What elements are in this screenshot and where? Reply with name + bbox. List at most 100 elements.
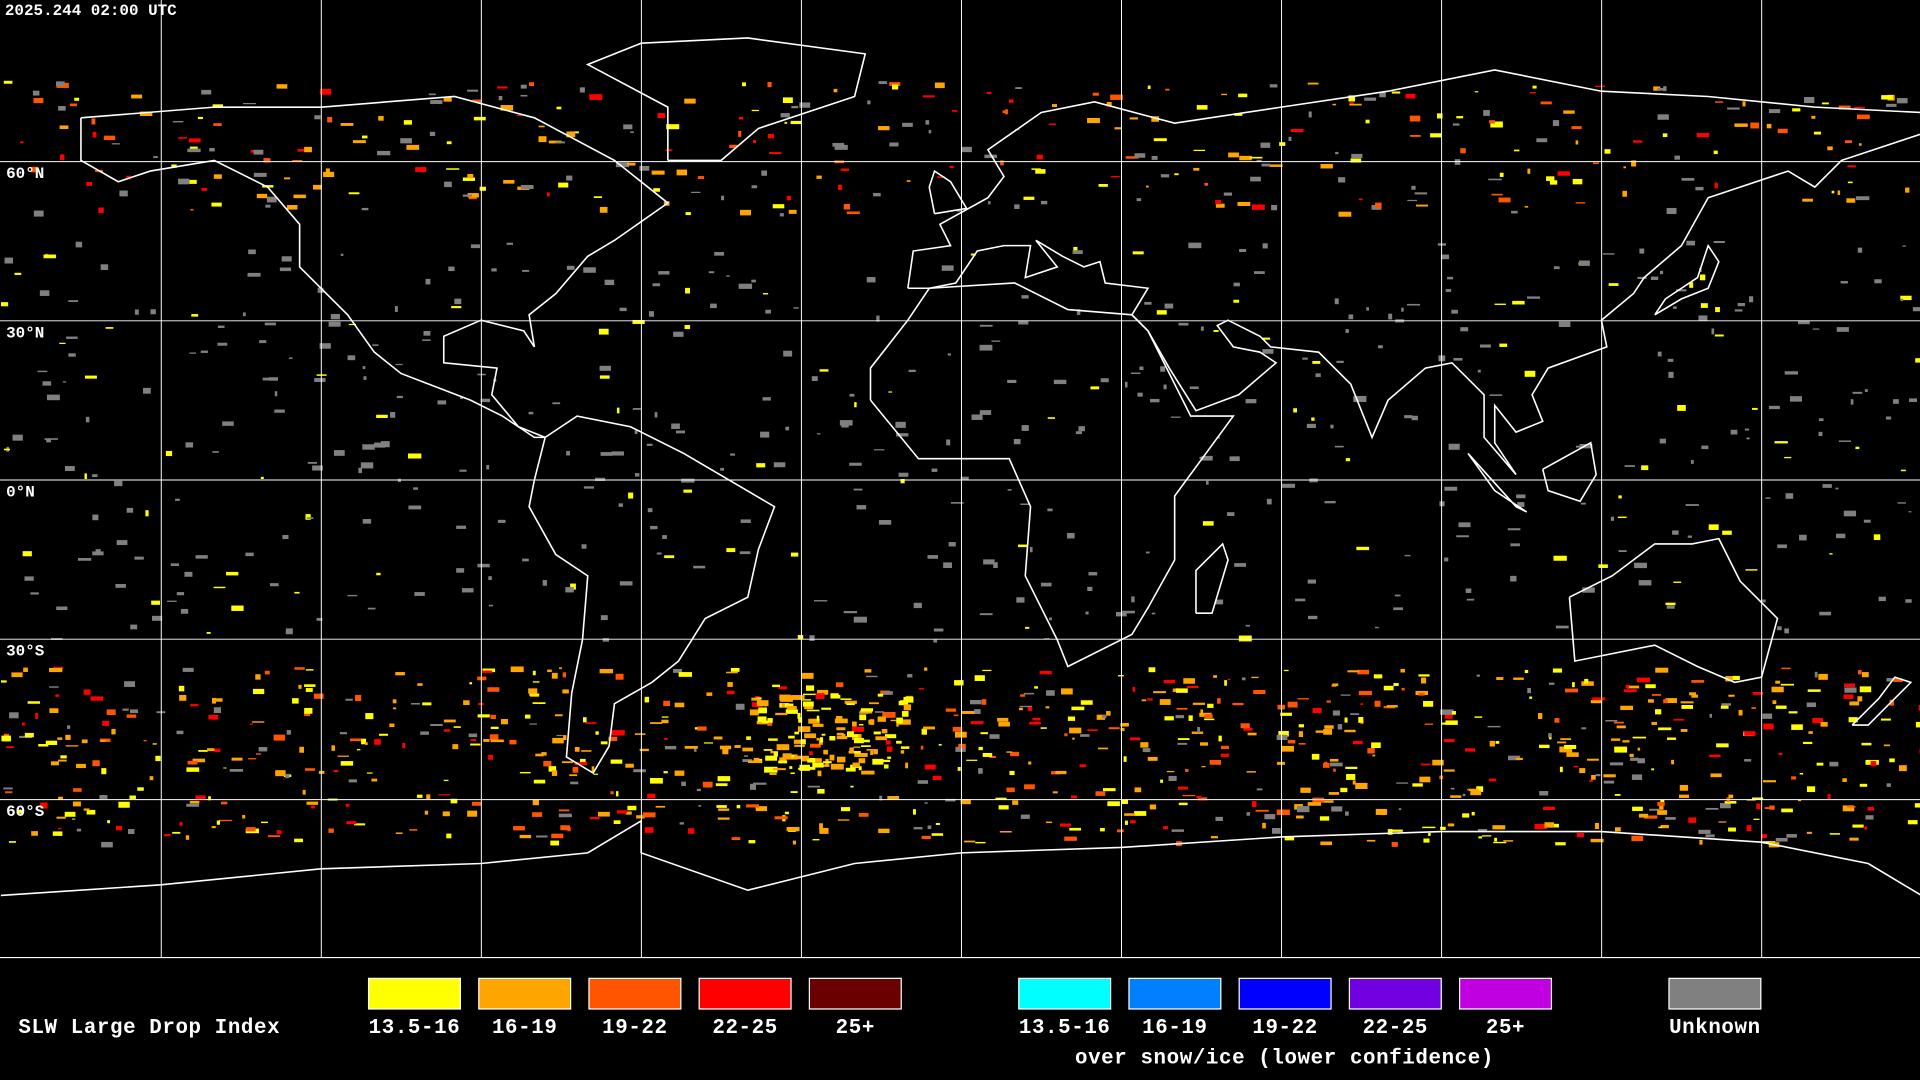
cloud-pixel bbox=[467, 89, 479, 92]
cloud-pixel bbox=[698, 804, 702, 807]
cloud-pixel bbox=[255, 674, 261, 680]
cloud-pixel bbox=[513, 826, 525, 831]
cloud-pixel bbox=[1563, 110, 1575, 114]
cloud-pixel bbox=[873, 449, 885, 451]
cloud-pixel bbox=[394, 306, 398, 312]
cloud-pixel bbox=[176, 592, 185, 596]
cloud-pixel bbox=[947, 353, 952, 356]
cloud-pixel bbox=[56, 606, 68, 611]
cloud-pixel bbox=[790, 120, 802, 125]
cloud-pixel bbox=[817, 689, 829, 695]
cloud-pixel bbox=[201, 89, 212, 95]
cloud-pixel bbox=[323, 171, 335, 178]
cloud-pixel bbox=[1220, 753, 1230, 757]
cloud-pixel bbox=[1672, 530, 1679, 535]
cloud-pixel bbox=[924, 802, 928, 804]
cloud-pixel bbox=[746, 736, 751, 740]
cloud-pixel bbox=[1534, 823, 1548, 830]
cloud-pixel bbox=[840, 807, 851, 812]
cloud-pixel bbox=[1555, 842, 1566, 846]
cloud-pixel bbox=[628, 492, 634, 499]
cloud-pixel bbox=[1566, 752, 1579, 757]
cloud-pixel bbox=[1858, 143, 1862, 146]
cloud-pixel bbox=[477, 714, 490, 718]
cloud-pixel bbox=[1272, 828, 1281, 834]
cloud-pixel bbox=[1564, 744, 1577, 749]
cloud-pixel bbox=[1705, 807, 1719, 810]
cloud-pixel bbox=[90, 696, 104, 701]
cloud-pixel bbox=[429, 131, 436, 136]
legend-label: 25+ bbox=[836, 1017, 875, 1040]
cloud-pixel bbox=[921, 835, 931, 840]
cloud-pixel bbox=[1007, 489, 1012, 491]
cloud-pixel bbox=[1575, 202, 1586, 204]
cloud-pixel bbox=[979, 410, 992, 415]
cloud-pixel bbox=[1440, 709, 1454, 715]
cloud-pixel bbox=[1559, 766, 1563, 773]
cloud-pixel bbox=[710, 303, 717, 309]
cloud-pixel bbox=[599, 365, 611, 371]
cloud-pixel bbox=[1665, 817, 1676, 820]
cloud-pixel bbox=[1444, 557, 1449, 562]
cloud-pixel bbox=[1315, 373, 1321, 378]
cloud-pixel bbox=[782, 97, 793, 104]
cloud-pixel bbox=[785, 426, 790, 431]
cloud-pixel bbox=[1580, 502, 1586, 505]
cloud-pixel bbox=[1558, 321, 1571, 328]
cloud-pixel bbox=[1581, 727, 1587, 730]
cloud-pixel bbox=[608, 736, 618, 742]
cloud-pixel bbox=[903, 696, 914, 703]
cloud-pixel bbox=[1730, 429, 1738, 435]
cloud-pixel bbox=[841, 424, 849, 428]
cloud-pixel bbox=[222, 421, 234, 426]
cloud-pixel bbox=[86, 182, 93, 186]
cloud-pixel bbox=[673, 331, 684, 337]
cloud-pixel bbox=[846, 731, 854, 738]
cloud-pixel bbox=[978, 768, 983, 774]
cloud-pixel bbox=[488, 576, 492, 581]
cloud-pixel bbox=[852, 762, 860, 768]
cloud-pixel bbox=[1241, 677, 1246, 681]
cloud-pixel bbox=[954, 680, 964, 686]
cloud-pixel bbox=[400, 138, 412, 144]
cloud-pixel bbox=[1326, 700, 1331, 703]
legend-swatch bbox=[1348, 977, 1442, 1010]
cloud-pixel bbox=[1858, 670, 1862, 675]
cloud-pixel bbox=[1900, 298, 1904, 302]
cloud-pixel bbox=[1379, 92, 1386, 98]
cloud-pixel bbox=[11, 672, 23, 678]
cloud-pixel bbox=[961, 146, 972, 153]
cloud-pixel bbox=[1141, 699, 1147, 702]
cloud-pixel bbox=[328, 321, 341, 327]
cloud-pixel bbox=[1012, 800, 1019, 805]
cloud-pixel bbox=[1021, 425, 1029, 431]
cloud-pixel bbox=[366, 772, 373, 774]
cloud-pixel bbox=[84, 473, 87, 480]
cloud-pixel bbox=[45, 740, 58, 745]
cloud-pixel bbox=[1357, 669, 1370, 675]
cloud-pixel bbox=[533, 779, 546, 784]
cloud-pixel bbox=[753, 139, 757, 143]
cloud-pixel bbox=[644, 827, 654, 833]
cloud-pixel bbox=[1700, 303, 1708, 308]
cloud-pixel bbox=[425, 278, 431, 285]
cloud-pixel bbox=[1811, 115, 1816, 119]
cloud-pixel bbox=[524, 714, 531, 719]
cloud-pixel bbox=[931, 833, 944, 836]
cloud-pixel bbox=[1638, 813, 1649, 818]
cloud-pixel bbox=[1806, 786, 1816, 793]
cloud-pixel bbox=[1632, 736, 1647, 739]
cloud-pixel bbox=[274, 409, 285, 413]
cloud-pixel bbox=[1333, 768, 1336, 772]
cloud-pixel bbox=[442, 811, 450, 817]
cloud-pixel bbox=[340, 761, 354, 766]
cloud-pixel bbox=[312, 465, 323, 471]
cloud-pixel bbox=[1752, 691, 1764, 695]
cloud-pixel bbox=[572, 766, 579, 773]
cloud-pixel bbox=[1867, 807, 1875, 811]
cloud-pixel bbox=[1687, 535, 1692, 538]
cloud-pixel bbox=[658, 271, 670, 275]
legend-label: 13.5-16 bbox=[369, 1017, 461, 1040]
cloud-pixel bbox=[64, 811, 76, 817]
cloud-pixel bbox=[1393, 607, 1404, 611]
